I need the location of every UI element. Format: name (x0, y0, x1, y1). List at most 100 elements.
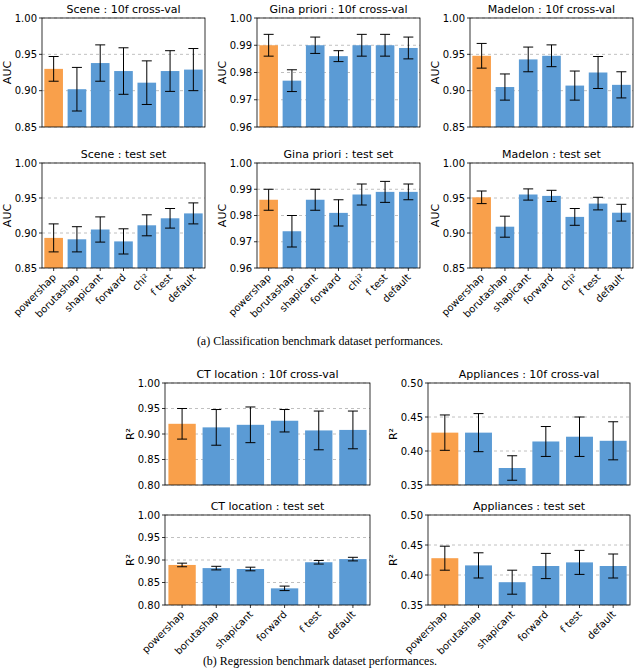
error-line (621, 204, 622, 221)
tick-mark (425, 485, 428, 486)
tick-label: 1.00 (230, 158, 252, 169)
x-tick-mark (250, 605, 251, 608)
error-line (146, 215, 147, 236)
tick-mark (39, 90, 42, 91)
error-cap (49, 56, 59, 57)
category-label: shapicant (474, 609, 516, 651)
frame (257, 163, 420, 268)
tick-mark (39, 163, 42, 164)
marks (44, 203, 202, 268)
error-cap (188, 223, 198, 224)
tick-label: 0.45 (401, 540, 423, 551)
error-line (146, 61, 147, 105)
bar (352, 195, 371, 269)
error-cap (314, 449, 324, 450)
error-cap (570, 208, 580, 209)
error-line (338, 200, 339, 226)
error-cap (440, 450, 450, 451)
error-cap (211, 445, 221, 446)
tick-label: 0.85 (443, 263, 465, 274)
error-cap (357, 205, 367, 206)
error-bar (310, 37, 320, 53)
tick-mark (254, 215, 257, 216)
error-cap (177, 563, 187, 564)
error-cap (72, 226, 82, 227)
tick-label: 0.95 (443, 193, 465, 204)
error-bar (287, 70, 297, 92)
error-cap (72, 67, 82, 68)
error-bar (287, 216, 297, 248)
error-bar (500, 216, 510, 237)
error-cap (593, 197, 603, 198)
tick-mark (162, 408, 165, 409)
marks (259, 34, 417, 127)
bar (589, 204, 608, 268)
y-axis-label: R² (124, 428, 137, 440)
error-cap (188, 202, 198, 203)
error-cap (142, 104, 152, 105)
tick-label: 1.00 (15, 13, 37, 24)
error-cap (403, 199, 413, 200)
panel: 0.960.970.980.991.00powershapborutashaps… (216, 148, 420, 320)
x-tick-mark (170, 268, 171, 271)
error-cap (142, 235, 152, 236)
bar (399, 192, 418, 268)
error-cap (264, 189, 274, 190)
error-cap (165, 91, 175, 92)
tick-mark (425, 575, 428, 576)
error-line (315, 37, 316, 53)
error-line (250, 567, 251, 571)
y-axis-label: AUC (1, 204, 14, 228)
error-bar (575, 550, 585, 574)
tick-label: 0.40 (401, 446, 423, 457)
panel: 0.960.970.980.991.00Gina priori : 10f cr… (216, 3, 420, 133)
error-cap (245, 406, 255, 407)
tick-label: 0.95 (443, 49, 465, 60)
category-label: default (165, 272, 198, 305)
tick-mark (425, 383, 428, 384)
chart-title: CT location : test set (211, 500, 325, 513)
bar (352, 45, 371, 127)
error-line (551, 45, 552, 67)
bar (542, 56, 561, 127)
tick-label: 0.85 (15, 263, 37, 274)
error-line (512, 570, 513, 594)
error-cap (477, 68, 487, 69)
tick-mark (467, 127, 470, 128)
error-cap (49, 251, 59, 252)
error-cap (507, 570, 517, 571)
error-line (512, 456, 513, 480)
error-bar (280, 586, 290, 591)
error-bar (608, 554, 618, 578)
error-line (123, 229, 124, 254)
tick-label: 0.85 (443, 122, 465, 133)
error-bar (142, 61, 152, 105)
error-cap (440, 414, 450, 415)
error-line (613, 554, 614, 578)
error-bar (440, 415, 450, 450)
tick-mark (162, 515, 165, 516)
error-line (528, 47, 529, 72)
error-line (385, 181, 386, 202)
tick-mark (39, 198, 42, 199)
tick-mark (467, 90, 470, 91)
error-cap (245, 442, 255, 443)
tick-label: 0.90 (15, 85, 37, 96)
tick-mark (467, 268, 470, 269)
error-bar (245, 407, 255, 443)
error-cap (142, 60, 152, 61)
bar (168, 565, 195, 605)
tick-mark (162, 383, 165, 384)
category-label: forward (93, 272, 128, 307)
error-cap (357, 34, 367, 35)
error-cap (119, 47, 129, 48)
error-cap (593, 56, 603, 57)
error-line (318, 411, 319, 450)
error-cap (547, 66, 557, 67)
error-bar (211, 566, 221, 570)
error-cap (310, 210, 320, 211)
error-line (100, 45, 101, 81)
panel: 0.850.900.951.00powershapborutashapshapi… (429, 148, 633, 320)
x-tick-mark (361, 268, 362, 271)
error-cap (287, 215, 297, 216)
